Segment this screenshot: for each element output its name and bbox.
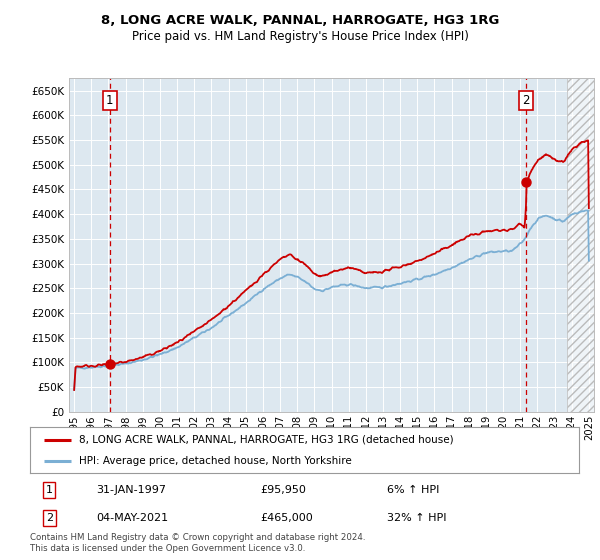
Text: 8, LONG ACRE WALK, PANNAL, HARROGATE, HG3 1RG (detached house): 8, LONG ACRE WALK, PANNAL, HARROGATE, HG… [79,435,454,445]
Text: 6% ↑ HPI: 6% ↑ HPI [387,485,439,495]
Text: HPI: Average price, detached house, North Yorkshire: HPI: Average price, detached house, Nort… [79,456,352,466]
Text: Contains HM Land Registry data © Crown copyright and database right 2024.
This d: Contains HM Land Registry data © Crown c… [30,533,365,553]
Text: £465,000: £465,000 [260,513,313,522]
Text: 1: 1 [46,485,53,495]
Text: 04-MAY-2021: 04-MAY-2021 [96,513,168,522]
Text: 2: 2 [523,94,530,107]
Text: 8, LONG ACRE WALK, PANNAL, HARROGATE, HG3 1RG: 8, LONG ACRE WALK, PANNAL, HARROGATE, HG… [101,14,499,27]
Text: £95,950: £95,950 [260,485,307,495]
Text: 31-JAN-1997: 31-JAN-1997 [96,485,166,495]
Text: 32% ↑ HPI: 32% ↑ HPI [387,513,446,522]
Bar [566,78,594,412]
Text: 2: 2 [46,513,53,522]
Bar [566,78,594,412]
Text: Price paid vs. HM Land Registry's House Price Index (HPI): Price paid vs. HM Land Registry's House … [131,30,469,43]
Text: 1: 1 [106,94,113,107]
